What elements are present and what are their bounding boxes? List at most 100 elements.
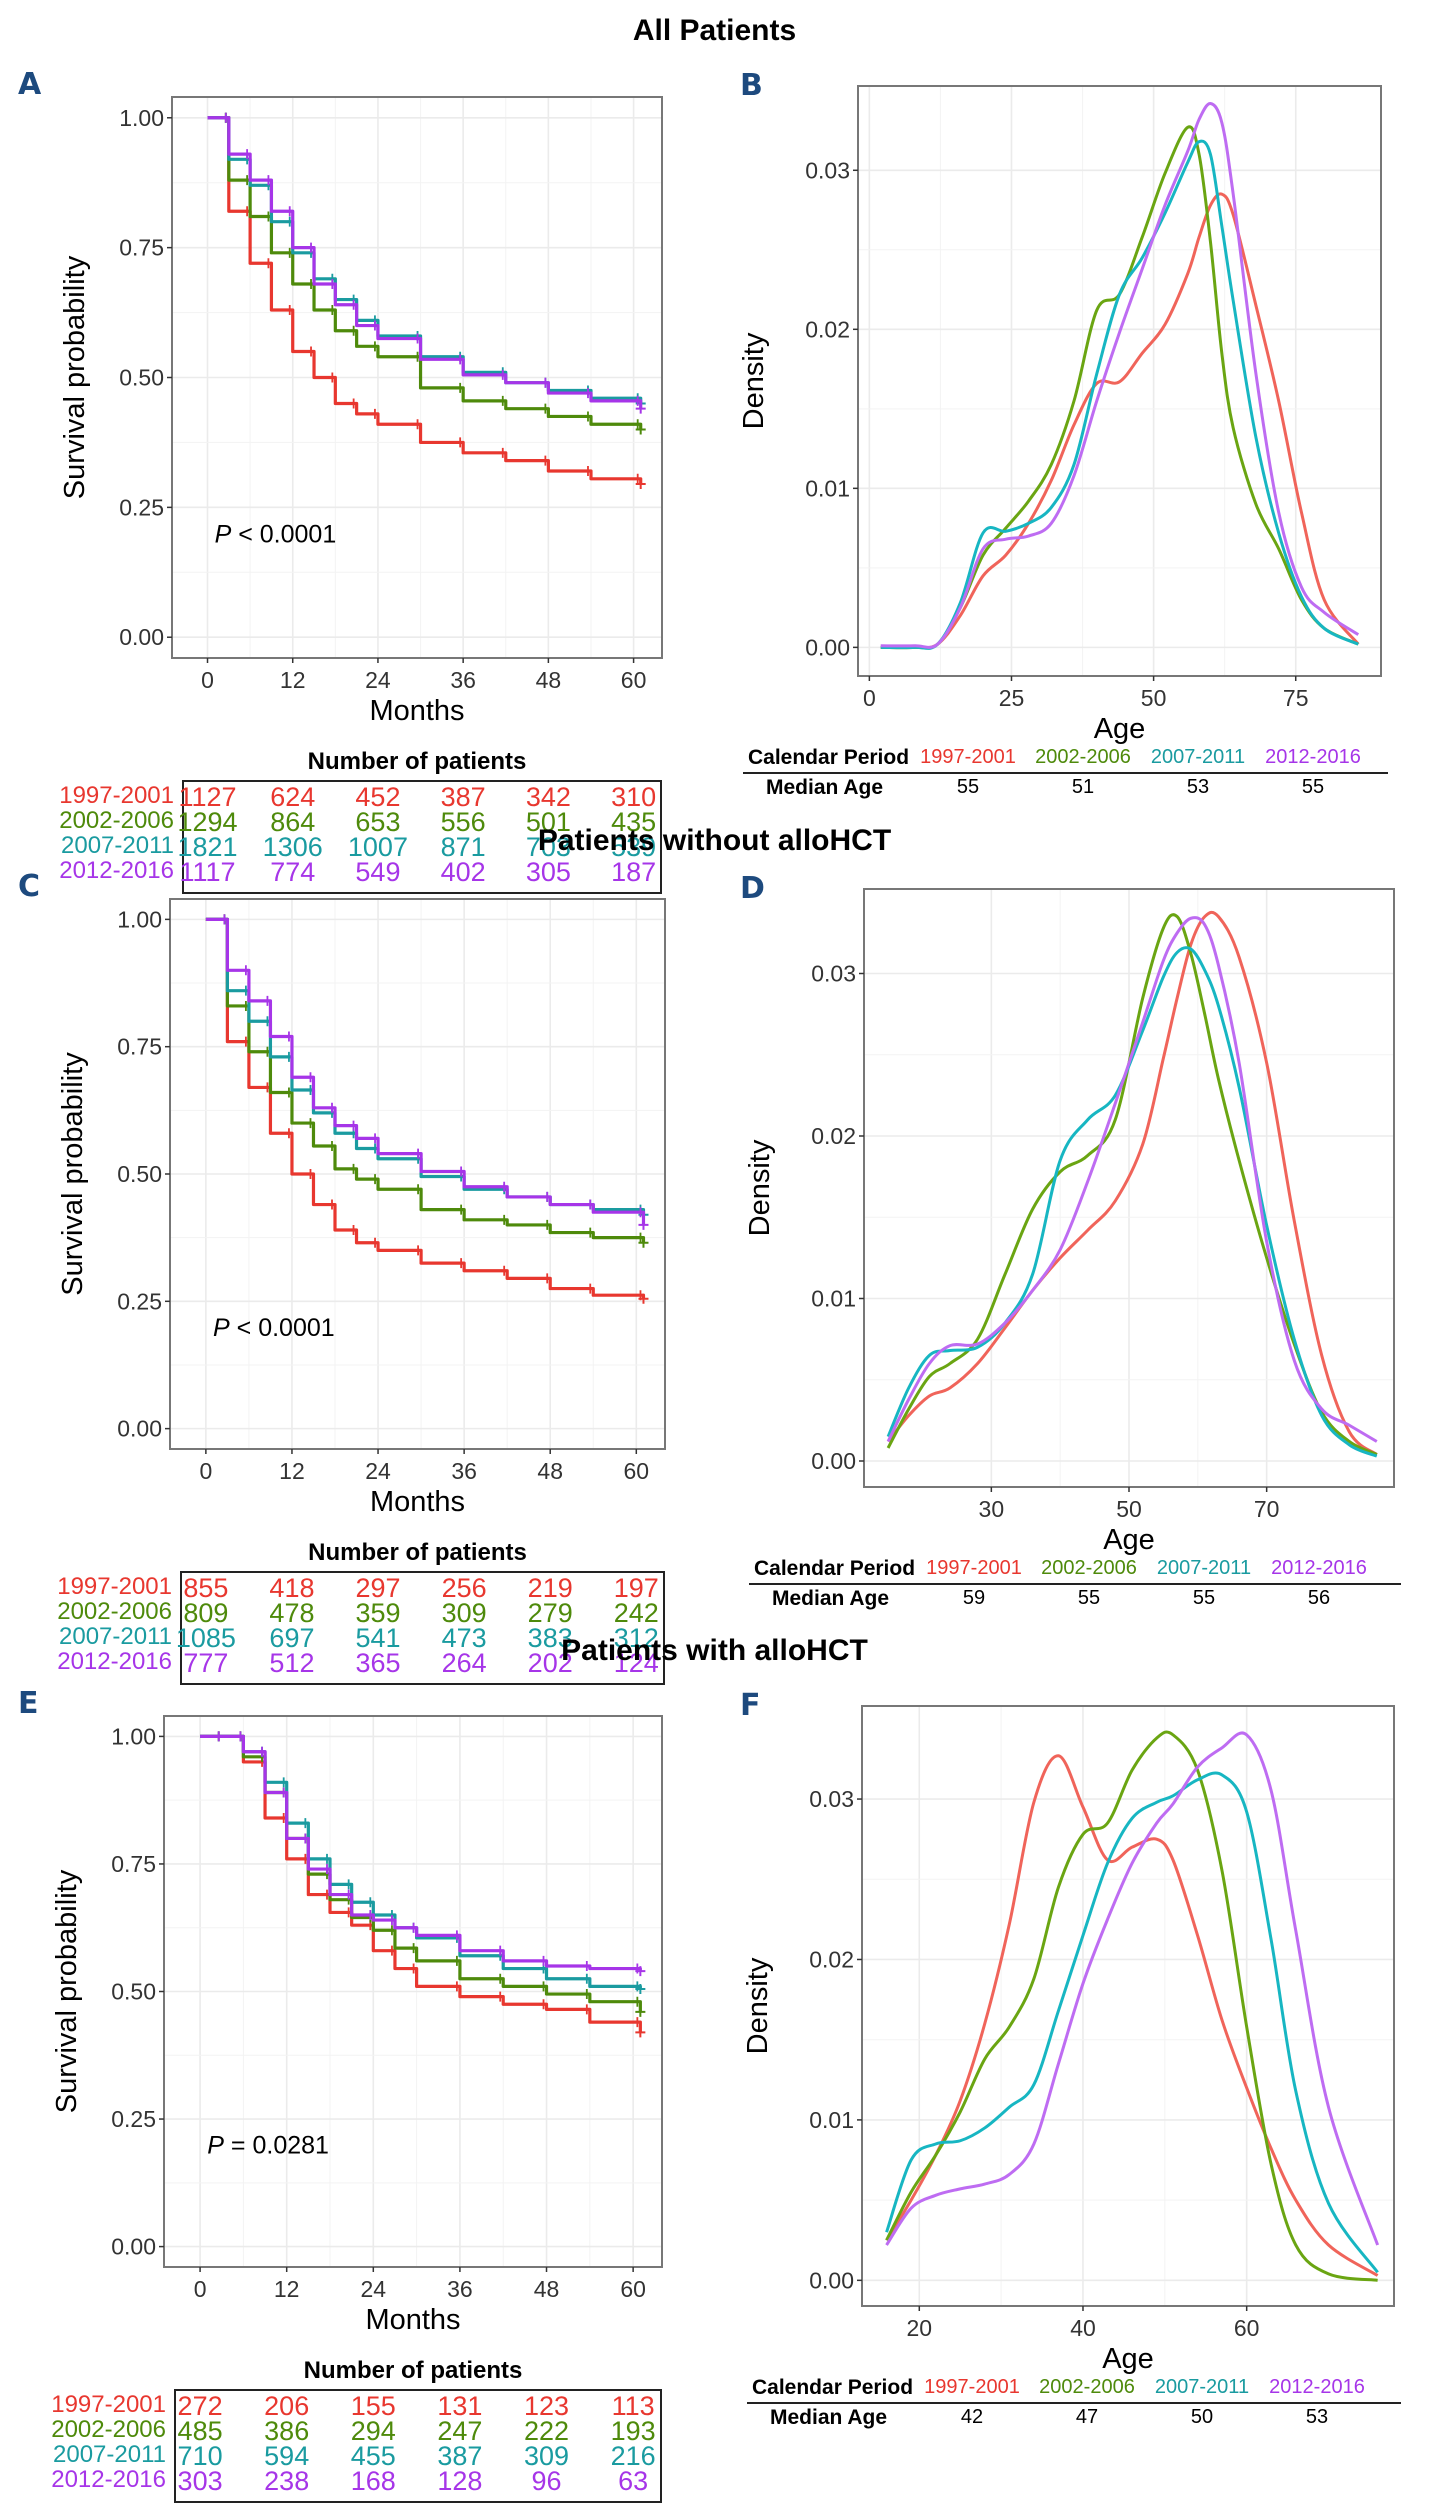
risk-cell: 435 — [611, 807, 657, 837]
risk-cell: 242 — [613, 1598, 659, 1628]
censor-mark — [635, 1966, 646, 1977]
censor-mark — [633, 395, 642, 406]
x-tick-label: 12 — [274, 2276, 300, 2302]
censor-mark — [328, 279, 337, 289]
risk-cell: 359 — [355, 1598, 401, 1628]
risk-table-box — [182, 780, 662, 894]
censor-mark — [413, 419, 422, 430]
risk-cell: 624 — [270, 782, 316, 812]
risk-cell: 272 — [177, 2391, 223, 2421]
risk-cell: 703 — [525, 832, 571, 862]
series-line-2012-2016 — [886, 916, 1378, 1443]
risk-cell: 113 — [611, 2391, 655, 2421]
x-tick-label: 12 — [279, 1458, 305, 1484]
risk-cell: 710 — [177, 2441, 223, 2471]
median-age-value: 59 — [962, 1587, 986, 1609]
median-table-period: 2007-2011 — [1156, 1557, 1252, 1579]
censor-mark — [635, 424, 646, 435]
censor-mark — [500, 1214, 509, 1225]
censor-mark — [498, 369, 507, 380]
median-age-value: 42 — [960, 2406, 984, 2428]
panel-letter-A: A — [18, 67, 42, 102]
y-tick-label: 0.00 — [111, 2234, 156, 2260]
y-tick-label: 0.75 — [111, 1851, 156, 1877]
y-tick-label: 0.03 — [805, 157, 850, 183]
gridlines — [864, 889, 1394, 1487]
chart-F: 20 40 60 0.00 0.01 0.02 0.03 Age Density — [742, 1705, 1395, 2375]
censor-mark — [583, 411, 592, 422]
risk-cell: 402 — [440, 857, 486, 887]
censor-mark — [543, 1219, 552, 1230]
x-tick-label: 36 — [451, 1458, 477, 1484]
risk-cell: 387 — [437, 2441, 483, 2471]
risk-cell: 309 — [441, 1598, 487, 1628]
risk-cell: 485 — [177, 2416, 223, 2446]
p-symbol: P — [207, 2132, 224, 2160]
chart-D: 30 50 70 0.00 0.01 0.02 0.03 Age Density — [744, 888, 1395, 1556]
censor-mark — [263, 995, 272, 1006]
y-tick-label: 0.00 — [809, 2267, 854, 2293]
series-line-2002-2006 — [885, 1730, 1378, 2282]
censor-mark — [456, 354, 465, 365]
risk-row-label: 2012-2016 — [59, 857, 174, 884]
censor-mark — [264, 175, 273, 186]
censor-mark — [543, 1273, 552, 1284]
median-age-value: 55 — [1301, 776, 1325, 798]
risk-cell: 128 — [437, 2466, 483, 2496]
x-axis-label: Months — [365, 2304, 460, 2336]
x-tick-label: 60 — [620, 2276, 646, 2302]
risk-cell: 297 — [355, 1573, 401, 1603]
risk-row-label: 2007-2011 — [59, 1623, 172, 1650]
censor-mark — [387, 1945, 396, 1956]
risk-cell: 594 — [264, 2441, 310, 2471]
series-line-2012-2016 — [880, 101, 1360, 649]
censor-mark — [285, 304, 294, 315]
series-line-1997-2001 — [886, 910, 1378, 1456]
risk-cell: 697 — [269, 1623, 315, 1653]
censor-mark — [500, 1181, 509, 1192]
median-table-period: 2002-2006 — [1041, 1557, 1137, 1579]
censor-mark — [366, 1897, 375, 1908]
censor-mark — [301, 1818, 310, 1829]
median-age-value: 53 — [1305, 2406, 1329, 2428]
censor-mark — [543, 1191, 552, 1202]
p-value-text: = 0.0281 — [224, 2132, 329, 2160]
risk-cell: 455 — [350, 2441, 396, 2471]
median-table-period: 1997-2001 — [920, 746, 1016, 768]
median-age-value: 53 — [1186, 776, 1210, 798]
risk-cell: 1127 — [178, 782, 237, 812]
y-axis-label: Density — [738, 332, 770, 429]
risk-cell: 452 — [355, 782, 401, 812]
risk-cell: 342 — [525, 782, 571, 812]
censor-mark — [370, 408, 379, 419]
panel-letter-D: D — [740, 871, 765, 906]
censor-mark — [414, 1184, 423, 1195]
censor-mark — [541, 455, 550, 466]
risk-table-title: Number of patients — [307, 748, 527, 775]
risk-cell: 222 — [523, 2416, 570, 2446]
censor-mark — [586, 1199, 595, 1210]
panel-letter-C: C — [18, 869, 41, 904]
y-tick-label: 0.50 — [117, 1161, 162, 1187]
x-tick-label: 50 — [1141, 685, 1167, 711]
risk-row-label: 2002-2006 — [59, 807, 174, 834]
risk-cell: 777 — [183, 1648, 229, 1678]
censor-mark — [414, 1148, 423, 1159]
x-axis-label: Months — [369, 695, 464, 727]
censor-mark — [349, 1163, 358, 1174]
censor-mark — [635, 2006, 646, 2017]
risk-row-label: 2012-2016 — [51, 2466, 166, 2493]
risk-cell: 653 — [355, 807, 401, 837]
risk-cell: 63 — [618, 2466, 649, 2496]
y-tick-label: 1.00 — [117, 906, 162, 932]
gridlines — [858, 86, 1381, 676]
p-value-text: < 0.0001 — [230, 1314, 335, 1342]
median-table-rule — [743, 772, 1388, 774]
risk-cell: 1007 — [347, 832, 408, 862]
median-table-rule — [747, 2402, 1401, 2404]
risk-cell: 365 — [355, 1648, 401, 1678]
risk-table-title: Number of patients — [308, 1539, 527, 1566]
y-tick-label: 0.50 — [111, 1979, 156, 2005]
censor-mark — [243, 149, 252, 160]
series-line-1997-2001 — [880, 192, 1360, 650]
